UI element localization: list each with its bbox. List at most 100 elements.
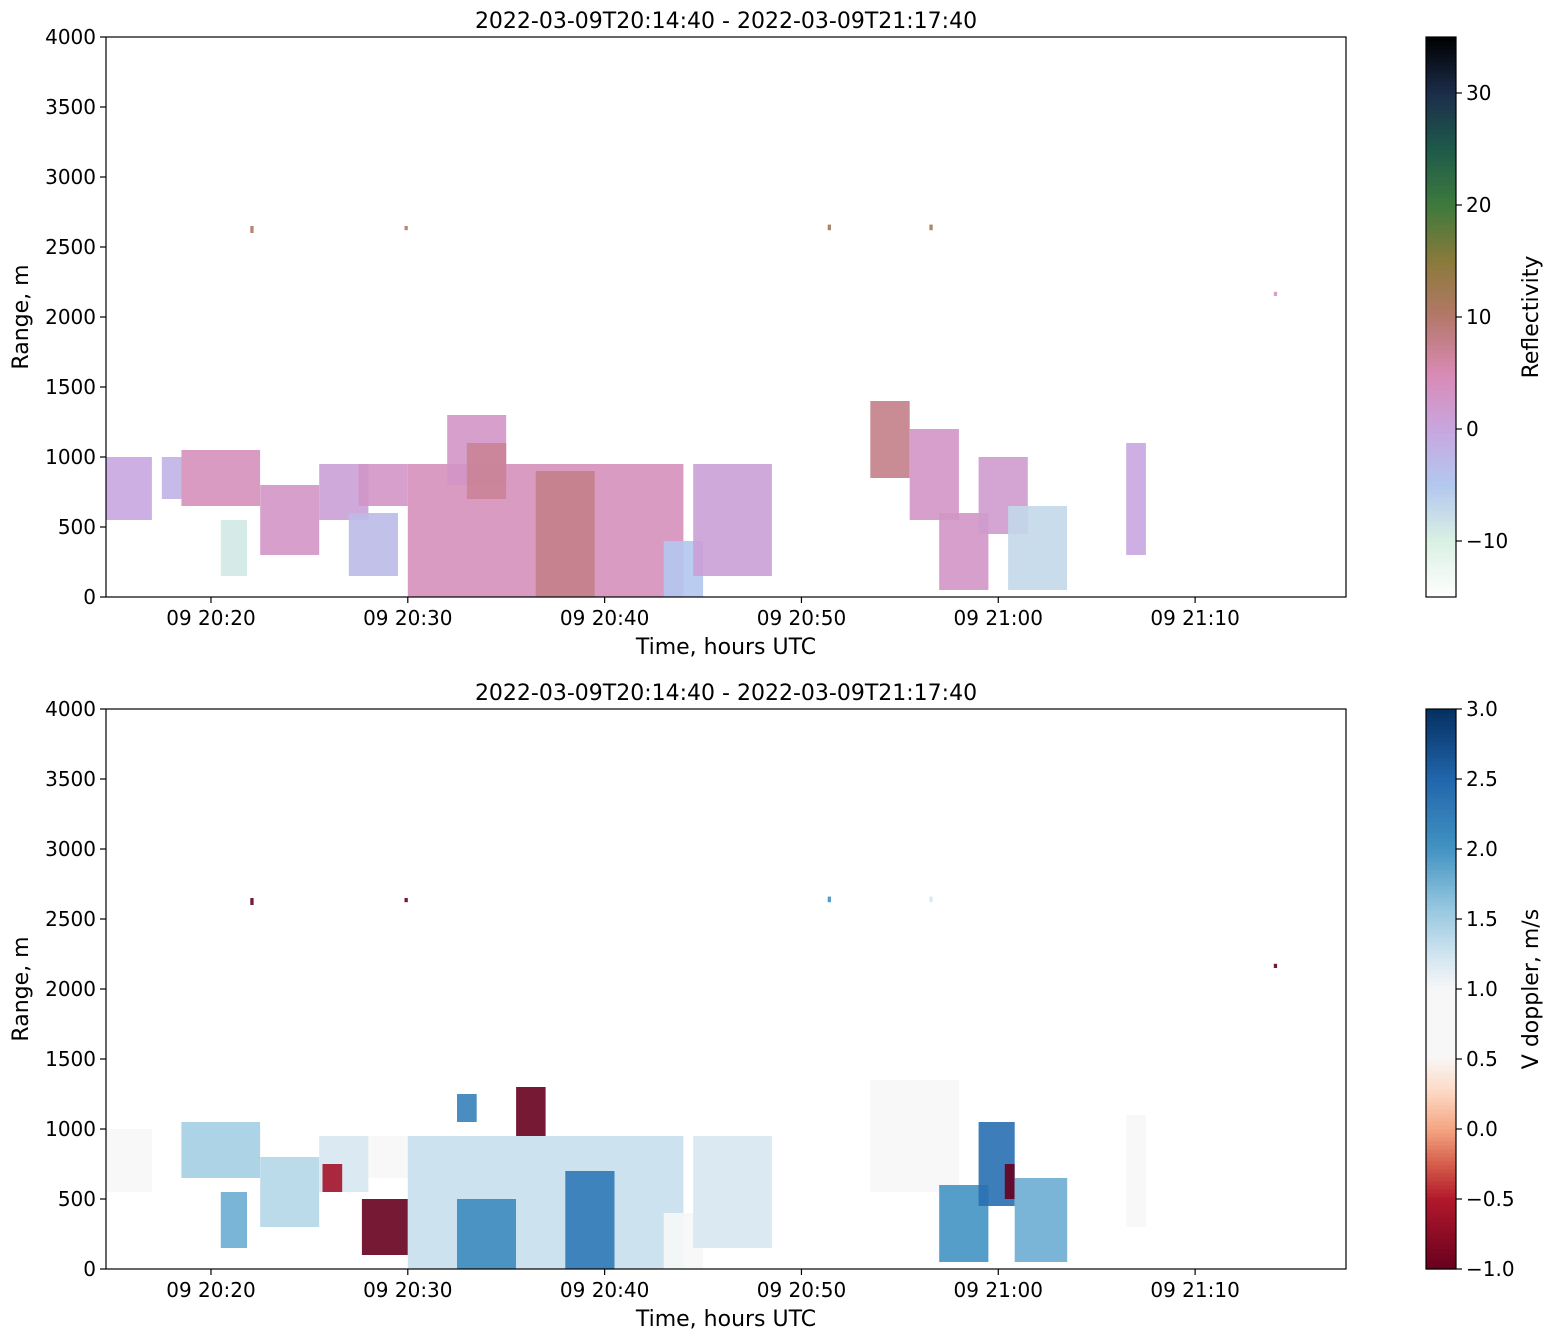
colorbar-step xyxy=(1426,709,1456,714)
colorbar-step xyxy=(1426,1077,1456,1082)
x-axis-label: Time, hours UTC xyxy=(635,1307,816,1332)
data-region xyxy=(516,1087,546,1136)
colorbar-step xyxy=(1426,217,1456,222)
colorbar-step xyxy=(1426,213,1456,218)
colorbar-step xyxy=(1426,517,1456,522)
colorbar-step xyxy=(1426,1093,1456,1098)
colorbar-step xyxy=(1426,481,1456,486)
colorbar-step xyxy=(1426,321,1456,326)
data-region xyxy=(348,513,398,576)
colorbar-step xyxy=(1426,477,1456,482)
colorbar-step xyxy=(1426,317,1456,322)
y-tick-label: 1000 xyxy=(45,445,96,469)
data-region xyxy=(106,457,152,520)
colorbar-step xyxy=(1426,1013,1456,1018)
colorbar-step xyxy=(1426,341,1456,346)
data-region xyxy=(693,1136,772,1248)
colorbar-step xyxy=(1426,205,1456,210)
colorbar-step xyxy=(1426,129,1456,134)
colorbar-step xyxy=(1426,53,1456,58)
colorbar-step xyxy=(1426,965,1456,970)
data-region xyxy=(693,464,772,576)
colorbar-step xyxy=(1426,985,1456,990)
colorbar-step xyxy=(1426,417,1456,422)
data-region xyxy=(181,1122,261,1178)
data-region xyxy=(250,226,254,233)
colorbar-step xyxy=(1426,1085,1456,1090)
colorbar-tick-label: 0.0 xyxy=(1466,1117,1498,1141)
colorbar-step xyxy=(1426,1009,1456,1014)
colorbar-step xyxy=(1426,61,1456,66)
x-tick-label: 09 21:10 xyxy=(1150,1278,1239,1302)
y-axis-label: Range, m xyxy=(9,264,34,369)
colorbar-step xyxy=(1426,365,1456,370)
data-region xyxy=(1273,291,1278,296)
colorbar-step xyxy=(1426,209,1456,214)
colorbar-step xyxy=(1426,185,1456,190)
data-region xyxy=(361,1199,408,1255)
colorbar-step xyxy=(1426,353,1456,358)
colorbar-step xyxy=(1426,1005,1456,1010)
data-region xyxy=(457,1199,516,1269)
data-region xyxy=(1004,1164,1015,1199)
data-region xyxy=(161,457,182,499)
colorbar-step xyxy=(1426,201,1456,206)
colorbar-step xyxy=(1426,805,1456,810)
colorbar-step xyxy=(1426,893,1456,898)
colorbar-step xyxy=(1426,1241,1456,1246)
colorbar-step xyxy=(1426,825,1456,830)
data-region xyxy=(565,1171,615,1269)
x-tick-label: 09 20:50 xyxy=(757,1278,846,1302)
colorbar-step xyxy=(1426,549,1456,554)
colorbar-step xyxy=(1426,1153,1456,1158)
colorbar-step xyxy=(1426,525,1456,530)
colorbar-step xyxy=(1426,181,1456,186)
colorbar-step xyxy=(1426,97,1456,102)
colorbar-step xyxy=(1426,1033,1456,1038)
data-region xyxy=(181,450,261,506)
colorbar-step xyxy=(1426,69,1456,74)
colorbar-step xyxy=(1426,841,1456,846)
colorbar-step xyxy=(1426,233,1456,238)
y-tick-label: 2000 xyxy=(45,305,96,329)
colorbar-step xyxy=(1426,781,1456,786)
colorbar-step xyxy=(1426,1113,1456,1118)
colorbar-step xyxy=(1426,1221,1456,1226)
colorbar-step xyxy=(1426,349,1456,354)
colorbar-step xyxy=(1426,301,1456,306)
colorbar-step xyxy=(1426,1049,1456,1054)
colorbar-step xyxy=(1426,817,1456,822)
colorbar-step xyxy=(1426,741,1456,746)
y-tick-label: 500 xyxy=(58,515,96,539)
colorbar-step xyxy=(1426,509,1456,514)
colorbar-step xyxy=(1426,121,1456,126)
colorbar-step xyxy=(1426,973,1456,978)
data-region xyxy=(1273,963,1278,968)
colorbar-step xyxy=(1426,145,1456,150)
colorbar-tick-label: 0.5 xyxy=(1466,1047,1498,1071)
colorbar-step xyxy=(1426,381,1456,386)
colorbar-tick-label: 2.5 xyxy=(1466,767,1498,791)
colorbar-step xyxy=(1426,837,1456,842)
colorbar-step xyxy=(1426,101,1456,106)
data-region xyxy=(870,1080,959,1192)
colorbar-step xyxy=(1426,497,1456,502)
colorbar-tick-label: −1.0 xyxy=(1466,1257,1515,1281)
colorbar-step xyxy=(1426,113,1456,118)
colorbar-step xyxy=(1426,433,1456,438)
colorbar-step xyxy=(1426,533,1456,538)
colorbar-step xyxy=(1426,137,1456,142)
data-region xyxy=(929,224,933,231)
y-axis-label: Range, m xyxy=(9,936,34,1041)
colorbar-step xyxy=(1426,1029,1456,1034)
colorbar-step xyxy=(1426,1097,1456,1102)
colorbar-step xyxy=(1426,1209,1456,1214)
colorbar-tick-label: 30 xyxy=(1466,81,1491,105)
colorbar-step xyxy=(1426,149,1456,154)
colorbar-step xyxy=(1426,1177,1456,1182)
colorbar-step xyxy=(1426,981,1456,986)
colorbar-step xyxy=(1426,1249,1456,1254)
colorbar-step xyxy=(1426,81,1456,86)
colorbar-step xyxy=(1426,325,1456,330)
